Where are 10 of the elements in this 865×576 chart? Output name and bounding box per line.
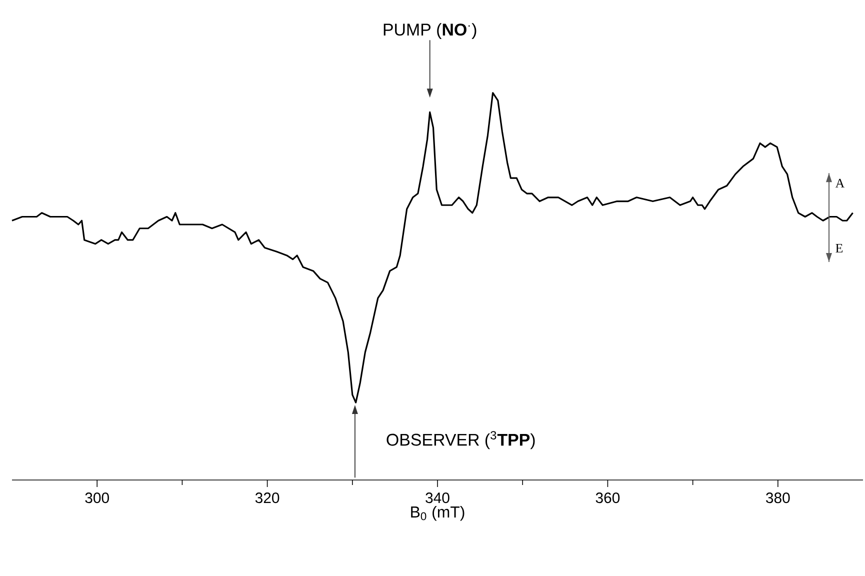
x-tick-label: 300 [85, 492, 109, 504]
annotation: OBSERVER ($^{3}$TPP) [386, 431, 535, 450]
x-tick-label: 320 [255, 492, 280, 504]
annotation: E [836, 244, 843, 252]
x-tick-label: 360 [596, 492, 620, 504]
annotation: A [835, 178, 845, 188]
x-tick-label: 340 [426, 492, 450, 504]
x-axis-title: B$_{0}$ (mT) [411, 506, 464, 521]
x-tick-label: 380 [766, 492, 790, 504]
text: PUMP (NO$^{·}$) [384, 23, 476, 39]
